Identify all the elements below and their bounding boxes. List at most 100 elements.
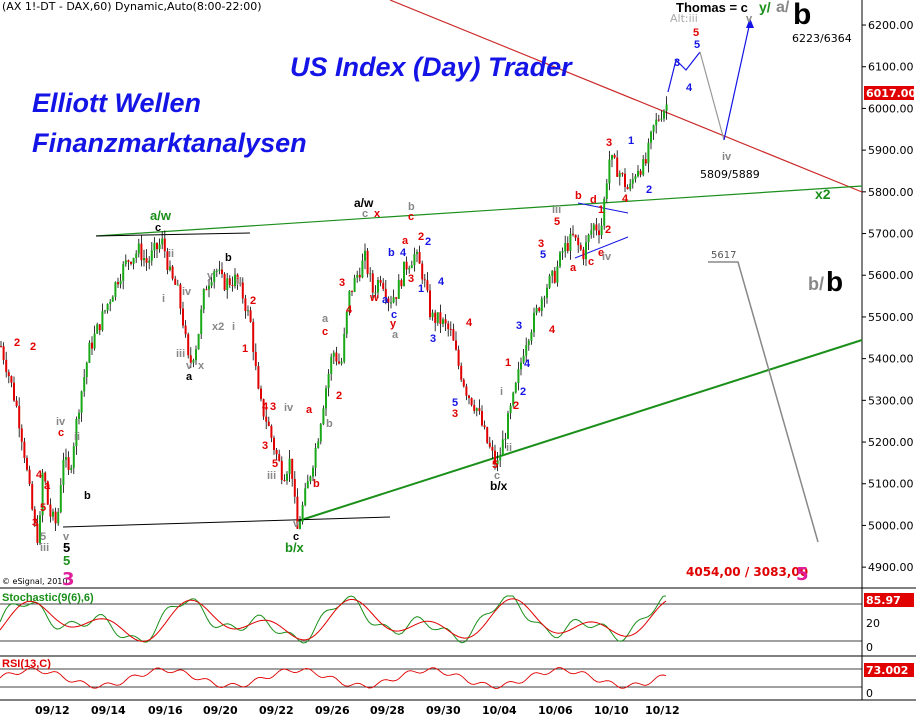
svg-text:a: a [44, 480, 51, 492]
candle [98, 324, 101, 336]
candle [621, 172, 624, 177]
candle [548, 273, 551, 289]
svg-text:5: 5 [554, 216, 560, 228]
candle [470, 397, 473, 407]
candle [335, 346, 338, 366]
candle [78, 409, 80, 425]
candle [613, 153, 616, 159]
svg-text:b: b [388, 247, 395, 259]
candle [176, 279, 179, 286]
candle [449, 321, 452, 337]
candle [397, 274, 400, 299]
svg-text:b: b [326, 418, 333, 430]
svg-text:b: b [408, 201, 415, 213]
candle [150, 242, 153, 266]
candle [465, 383, 468, 401]
candle [462, 378, 465, 388]
rsi-label: RSI(13,C) [2, 658, 51, 670]
candle [143, 249, 145, 267]
candle [569, 227, 572, 260]
candle [189, 347, 192, 368]
candle [49, 498, 52, 523]
x-tick-label: 09/20 [203, 704, 238, 717]
candle [83, 369, 86, 397]
candle [59, 478, 62, 514]
candle [322, 405, 325, 426]
candle [267, 416, 270, 427]
bottom-five: 5 [796, 564, 809, 585]
candle [174, 275, 177, 285]
y-tick-label: 5400.00 [868, 353, 914, 366]
candle [192, 358, 195, 368]
candle [75, 416, 78, 455]
y-tick-label: 5500.00 [868, 311, 914, 324]
candle [236, 273, 239, 290]
candle [26, 455, 28, 472]
svg-text:2: 2 [250, 295, 256, 307]
y-tick-label: 5100.00 [868, 478, 914, 491]
candle [481, 405, 483, 427]
y-axis: 4900.00 5000.00 5100.00 5200.00 5300.00 5400.… [862, 19, 914, 574]
candle [442, 317, 444, 328]
candle [0, 340, 2, 348]
svg-text:iv: iv [56, 416, 66, 428]
svg-text:iii: iii [552, 204, 561, 216]
candle [434, 309, 437, 332]
candle [579, 242, 582, 251]
candle [327, 369, 330, 397]
candle [163, 230, 166, 258]
x-tick-label: 10/12 [645, 704, 680, 717]
wave-labels: a/w c ii i iv iii v x a x2 i b y ii 2 1 … [14, 13, 753, 568]
grey-projection-down [708, 261, 819, 543]
candle [135, 250, 138, 263]
candle [213, 269, 216, 289]
svg-text:b/x: b/x [285, 540, 305, 555]
candle [65, 448, 67, 468]
svg-text:c: c [293, 531, 299, 543]
candle [637, 165, 639, 178]
alt-label: Alt:iii [670, 12, 698, 25]
candle [158, 238, 161, 253]
candle [62, 452, 65, 493]
stochastic-panel: Stochastic(9(6),6) [0, 592, 862, 644]
candle [179, 282, 182, 315]
x-tick-label: 09/28 [370, 704, 405, 717]
candle [460, 362, 463, 383]
svg-text:3: 3 [408, 273, 414, 285]
svg-text:c: c [322, 326, 328, 338]
svg-text:c: c [408, 211, 414, 223]
candle [166, 247, 169, 275]
svg-text:2: 2 [14, 337, 20, 349]
black-top-line [95, 232, 251, 237]
y-tick-label: 5200.00 [868, 436, 914, 449]
candle [639, 168, 642, 178]
candle [507, 410, 509, 440]
candle [644, 152, 647, 166]
red-resistance-line [389, 0, 863, 193]
thomas-b: b [793, 0, 811, 31]
svg-text:c: c [155, 222, 161, 234]
svg-text:3: 3 [452, 408, 458, 420]
rsi-panel: RSI(13,C) [0, 658, 862, 689]
candle [408, 265, 411, 274]
svg-text:iii: iii [176, 348, 185, 360]
candle [358, 267, 361, 282]
y-tick-label: 5800.00 [868, 186, 914, 199]
candle [525, 337, 528, 362]
candle [28, 465, 31, 487]
svg-text:1: 1 [505, 357, 511, 369]
thomas-y: y/ [759, 0, 771, 15]
candle [280, 456, 283, 485]
candle [624, 168, 626, 192]
candle [202, 288, 205, 314]
candle [119, 273, 122, 289]
candle [452, 323, 455, 341]
candle [582, 246, 585, 266]
candle [439, 304, 442, 333]
svg-text:b: b [313, 478, 320, 490]
candle [72, 442, 75, 475]
thomas-a: a/ [776, 0, 790, 16]
arrow-up-icon [746, 18, 754, 28]
x-tick-label: 09/26 [315, 704, 350, 717]
x-tick-label: 10/06 [538, 704, 573, 717]
